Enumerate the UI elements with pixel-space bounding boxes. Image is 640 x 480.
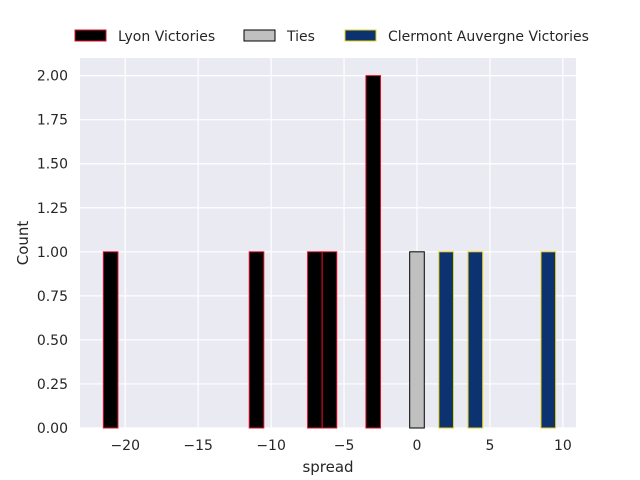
x-tick-label: −20 xyxy=(110,438,140,454)
x-axis-label: spread xyxy=(302,458,353,476)
legend-label: Ties xyxy=(286,29,315,45)
legend-swatch xyxy=(243,29,276,42)
y-tick-label: 1.75 xyxy=(37,113,68,129)
y-tick-label: 0.00 xyxy=(37,421,68,437)
x-tick-label: −15 xyxy=(183,438,213,454)
y-tick-label: 0.25 xyxy=(37,377,68,393)
legend-swatch xyxy=(344,29,377,42)
bar xyxy=(102,251,119,429)
x-tick-label: 5 xyxy=(485,438,494,454)
legend-swatch xyxy=(74,29,107,42)
legend: Lyon Victories Ties Clermont Auvergne Vict… xyxy=(74,29,589,45)
y-tick-label: 1.25 xyxy=(37,201,68,217)
y-tick-label: 1.50 xyxy=(37,157,68,173)
x-tick-label: −5 xyxy=(334,438,355,454)
y-tick-label: 1.00 xyxy=(37,245,68,261)
y-tick-label: 2.00 xyxy=(37,69,68,85)
bar xyxy=(438,251,454,429)
x-axis-ticks: −20 −15 −10 −5 0 5 10 xyxy=(110,438,571,454)
x-tick-label: 10 xyxy=(554,438,572,454)
bar xyxy=(321,251,338,429)
y-axis-label: Count xyxy=(14,221,32,266)
bar xyxy=(409,251,425,429)
x-tick-label: −10 xyxy=(256,438,286,454)
bar xyxy=(248,251,265,429)
y-tick-label: 0.75 xyxy=(37,289,68,305)
bar xyxy=(467,251,484,429)
x-tick-label: 0 xyxy=(413,438,422,454)
bar xyxy=(365,75,382,429)
bars xyxy=(102,75,557,429)
legend-label: Lyon Victories xyxy=(118,29,215,45)
bar xyxy=(307,251,323,429)
y-axis-ticks: 0.00 0.25 0.50 0.75 1.00 1.25 1.50 1.75 2.00 xyxy=(37,69,68,437)
bar xyxy=(540,251,557,429)
y-tick-label: 0.50 xyxy=(37,333,68,349)
legend-label: Clermont Auvergne Victories xyxy=(388,29,589,45)
